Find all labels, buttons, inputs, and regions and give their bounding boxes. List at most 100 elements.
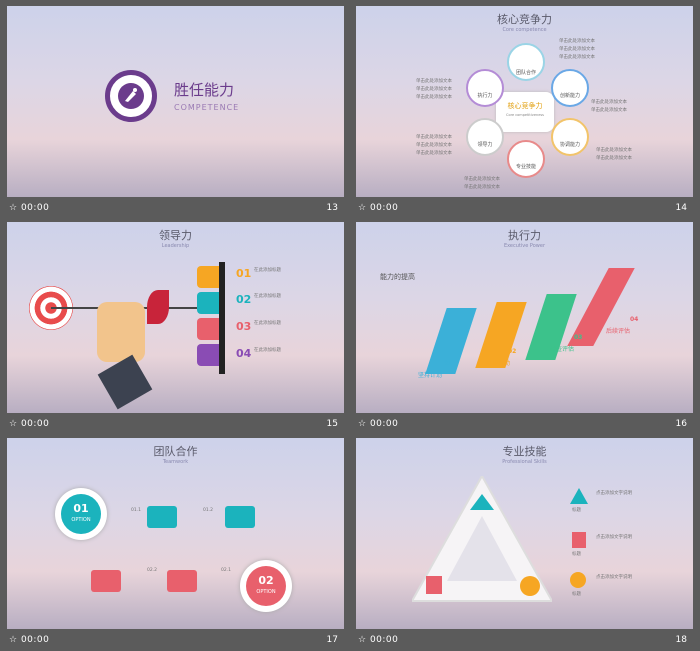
slide-16-subtitle: Executive Power	[503, 243, 546, 249]
skill-icon-teal	[570, 488, 588, 504]
skill-label-2: 标题	[572, 552, 581, 557]
bar-orange	[197, 266, 219, 288]
core-hexagon: 核心竞争力 Core competitiveness	[496, 92, 554, 132]
slide-16-timing: ☆ 00:00	[358, 419, 399, 429]
star-label: 领导力	[477, 142, 493, 148]
slide-14-bar: ☆ 00:00 14	[356, 199, 693, 219]
item-num-03: 03	[236, 320, 252, 333]
slide-13-canvas: 胜任能力 COMPETENCE	[7, 6, 344, 197]
slide-18-number: 18	[675, 635, 687, 645]
star-teamwork: 团队合作	[507, 43, 545, 81]
slide-16-canvas: 执行力 Executive Power 能力的提高 01 坚持计划 02 立即行…	[356, 222, 693, 413]
note-text: 单击此处添加文本	[559, 55, 595, 60]
tag-021: 02.1	[221, 568, 232, 573]
note-text: 单击此处添加文本	[591, 108, 627, 113]
item-num-02: 02	[236, 293, 252, 306]
skill-icon-orange	[570, 572, 586, 588]
option-badge-01: 01 OPTION	[55, 488, 107, 540]
bar-purple	[197, 344, 219, 366]
badge-circle	[246, 566, 286, 606]
step-text-01: 坚持计划	[418, 372, 443, 379]
step-num-04: 04	[630, 316, 639, 323]
star-label: 专业技能	[515, 164, 536, 170]
tag-011: 01.1	[131, 508, 142, 513]
badge-label: OPTION	[71, 517, 91, 523]
star-skills: 专业技能	[507, 140, 545, 178]
slide-16-bar: ☆ 00:00 16	[356, 415, 693, 435]
item-text-04: 在此添加标题	[254, 348, 281, 353]
note-text: 单击此处添加文本	[596, 148, 632, 153]
skill-desc-2: 点击添加文字说明	[596, 535, 632, 540]
note-text: 单击此处添加文本	[416, 87, 452, 92]
slide-15-timing: ☆ 00:00	[9, 419, 50, 429]
star-label: 协调能力	[559, 142, 580, 148]
slide-18-title: 专业技能	[502, 445, 547, 458]
star-innovation: 创新能力	[551, 69, 589, 107]
star-execution: 执行力	[466, 69, 504, 107]
skill-label-3: 标题	[572, 592, 581, 597]
step-text-04: 后续评估	[606, 328, 631, 335]
slide-17-canvas: 团队合作 Teamwork 01 OPTION 02 OPTION 01.1 0…	[7, 438, 344, 629]
slide-14-subtitle: Core competence	[502, 27, 547, 33]
bar-teal	[197, 292, 219, 314]
skill-label-1: 标题	[572, 508, 581, 513]
badge-label: OPTION	[256, 589, 276, 595]
note-text: 单击此处添加文本	[591, 100, 627, 105]
star-label: 团队合作	[515, 70, 536, 76]
slide-18-timing: ☆ 00:00	[358, 635, 399, 645]
slide-14-canvas: 核心竞争力 Core competence 核心竞争力 Core competi…	[356, 6, 693, 197]
item-text-02: 在此添加标题	[254, 294, 281, 299]
slide-16-heading: 能力的提高	[380, 273, 415, 281]
slide-14-title: 核心竞争力	[497, 13, 552, 26]
note-text: 单击此处添加文本	[416, 95, 452, 100]
slide-16-title: 执行力	[508, 229, 541, 242]
slide-14-timing: ☆ 00:00	[358, 203, 399, 213]
core-subtitle: Core competitiveness	[506, 113, 544, 117]
slide-16-number: 16	[675, 419, 687, 429]
slide-15-title: 领导力	[159, 229, 192, 242]
option-badge-02: 02 OPTION	[240, 560, 292, 612]
note-text: 单击此处添加文本	[559, 47, 595, 52]
card-red-2	[167, 570, 197, 592]
card-teal-1	[147, 506, 177, 528]
slide-18-bar: ☆ 00:00 18	[356, 631, 693, 651]
slide-15-subtitle: Leadership	[161, 243, 190, 249]
note-text: 单击此处添加文本	[596, 156, 632, 161]
star-leadership: 领导力	[466, 118, 504, 156]
slide-13-subtitle: COMPETENCE	[174, 103, 240, 112]
slide-15-canvas: 领导力 Leadership 01 在此添加标题 02 在此添加标题 03 在此…	[7, 222, 344, 413]
core-title: 核心竞争力	[507, 102, 543, 110]
slide-15-number: 15	[326, 419, 338, 429]
note-text: 单击此处添加文本	[464, 177, 500, 182]
step-num-02: 02	[508, 348, 517, 355]
step-text-02: 立即行动	[486, 360, 511, 367]
skill-desc-1: 点击添加文字说明	[596, 491, 632, 496]
slide-17-timing: ☆ 00:00	[9, 635, 50, 645]
star-label: 执行力	[477, 93, 493, 99]
slide-13-title: 胜任能力	[174, 81, 235, 99]
slide-18-canvas: 专业技能 Professional Skills 标题 点击添加文字说明 标题 …	[356, 438, 693, 629]
item-text-01: 在此添加标题	[254, 268, 281, 273]
slide-17-bar: ☆ 00:00 17	[7, 631, 344, 651]
step-num-03: 03	[574, 334, 583, 341]
note-text: 单击此处添加文本	[464, 185, 500, 190]
slide-13-timing: ☆ 00:00	[9, 203, 50, 213]
slide-13-number: 13	[326, 203, 338, 213]
slide-18-subtitle: Professional Skills	[502, 459, 547, 465]
item-num-04: 04	[236, 347, 252, 360]
star-label: 创新能力	[559, 93, 580, 99]
badge-circle	[61, 494, 101, 534]
sleeve-icon	[97, 354, 153, 410]
star-coordination: 协调能力	[551, 118, 589, 156]
tag-022: 02.2	[147, 568, 158, 573]
dart-fletch-icon	[147, 290, 169, 324]
slide-15-bar: ☆ 00:00 15	[7, 415, 344, 435]
item-num-01: 01	[236, 267, 252, 280]
slide-14-number: 14	[675, 203, 687, 213]
bar-red	[197, 318, 219, 340]
item-text-03: 在此添加标题	[254, 321, 281, 326]
note-text: 单击此处添加文本	[416, 135, 452, 140]
competence-badge	[105, 70, 157, 122]
note-text: 单击此处添加文本	[416, 143, 452, 148]
tag-012: 01.2	[203, 508, 214, 513]
